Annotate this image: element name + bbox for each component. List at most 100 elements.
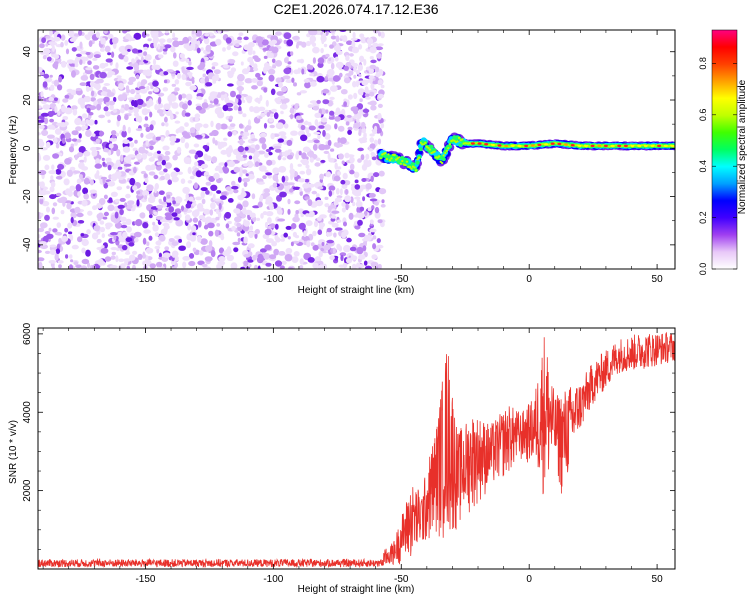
spectrogram-noise-cell	[40, 188, 47, 196]
spectrogram-noise-cell	[137, 49, 143, 53]
spectrogram-noise-cell	[79, 59, 83, 65]
spectrogram-noise-cell	[62, 116, 69, 121]
spectrogram-noise-cell	[94, 163, 103, 169]
spectrogram-noise-cell	[74, 141, 78, 146]
spectrogram-noise-cell	[170, 46, 176, 53]
spectrogram-noise-cell	[249, 212, 256, 218]
spectrogram-signal-cell	[414, 169, 418, 172]
spectrogram-noise-cell	[345, 257, 353, 264]
spectrogram-signal-cell	[427, 146, 430, 149]
spectrogram-noise-cell	[195, 103, 202, 107]
spectrogram-noise-cell	[133, 231, 142, 238]
spectrogram-noise-cell	[80, 166, 89, 171]
spectrogram-noise-cell	[269, 254, 277, 260]
spectrogram-peak-cell	[537, 143, 542, 147]
spectrogram-noise-cell	[123, 155, 132, 163]
spectrogram-noise-cell	[120, 216, 127, 222]
spectrogram-noise-cell	[266, 159, 273, 166]
spectrogram-noise-cell	[121, 130, 127, 138]
spectrogram-noise-cell	[291, 223, 297, 230]
spectrogram-noise-cell	[356, 262, 361, 269]
spectrogram-noise-cell	[287, 182, 295, 186]
spectrogram-noise-cell	[156, 109, 164, 114]
spectrogram-noise-cell	[150, 30, 156, 36]
spectrogram-noise-cell	[218, 145, 222, 150]
spectrogram-noise-cell	[88, 111, 94, 116]
spectrogram-noise-cell	[146, 241, 150, 246]
spectrogram-noise-cell	[42, 154, 51, 161]
spectrogram-noise-cell	[210, 184, 218, 191]
spectrogram-noise-cell	[339, 188, 343, 196]
spectrogram-noise-cell	[181, 66, 185, 74]
spectrogram-noise-cell	[299, 265, 304, 269]
spectrogram-noise-cell	[38, 153, 41, 161]
x-tick-label: -100	[263, 274, 283, 285]
spectrogram-signal-cell	[404, 164, 407, 167]
spectrogram-signal-cell	[453, 139, 456, 142]
spectrogram-noise-cell	[180, 205, 185, 211]
spectrogram-noise-cell	[82, 113, 88, 119]
spectrogram-noise-cell	[299, 90, 308, 94]
spectrogram-noise-cell	[300, 124, 306, 131]
spectrogram-noise-cell	[102, 216, 108, 220]
spectrogram-noise-cell	[283, 32, 292, 40]
spectrogram-noise-cell	[361, 121, 366, 129]
spectrogram-noise-cell	[92, 57, 98, 62]
spectrogram-noise-cell	[302, 183, 310, 189]
spectrogram-noise-cell	[40, 91, 44, 98]
spectrogram-noise-cell	[126, 66, 134, 70]
spectrogram-noise-cell	[330, 217, 336, 222]
spectrogram-noise-cell	[287, 236, 291, 240]
spectrogram-noise-cell	[51, 265, 56, 269]
spectrogram-noise-cell	[139, 61, 145, 65]
spectrogram-noise-cell	[79, 82, 87, 86]
spectrogram-noise-cell	[207, 222, 215, 229]
spectrogram-noise-cell	[285, 225, 292, 230]
spectrogram-noise-cell	[370, 83, 375, 90]
spectrogram-noise-cell	[251, 85, 258, 90]
spectrogram-noise-cell	[156, 161, 162, 166]
spectrogram-noise-cell	[380, 31, 385, 39]
spectrogram-noise-cell	[185, 58, 190, 63]
spectrogram-noise-cell	[258, 165, 267, 172]
spectrogram-noise-cell	[357, 158, 362, 163]
x-tick-label: 50	[652, 274, 664, 285]
spectrogram-noise-cell	[237, 176, 242, 183]
spectrogram-noise-cell	[274, 260, 283, 267]
spectrogram-noise-cell	[172, 40, 180, 48]
spectrogram-noise-cell	[48, 96, 54, 102]
spectrogram-noise-cell	[152, 134, 156, 142]
spectrogram-noise-cell	[164, 116, 168, 123]
spectrogram-noise-cell	[143, 229, 151, 234]
spectrogram-noise-cell	[304, 178, 310, 183]
spectrogram-noise-cell	[215, 208, 220, 215]
spectrogram-noise-cell	[249, 225, 254, 231]
spectrogram-noise-cell	[127, 81, 134, 85]
spectrogram-noise-cell	[188, 196, 194, 202]
spectrogram-noise-cell	[335, 61, 344, 69]
spectrogram-noise-cell	[127, 48, 131, 52]
spectrogram-noise-cell	[272, 182, 278, 188]
spectrogram-peak-cell	[497, 144, 502, 147]
spectrogram-noise-cell	[156, 248, 160, 254]
spectrogram-noise-cell	[271, 108, 277, 113]
spectrogram-noise-cell	[312, 144, 318, 151]
spectrogram-frame	[37, 29, 676, 270]
spectrogram-noise-cell	[110, 191, 118, 197]
spectrogram-noise-cell	[52, 228, 58, 233]
spectrogram-noise-cell	[172, 200, 176, 205]
spectrogram-noise-cell	[69, 185, 76, 191]
spectrogram-noise-cell	[284, 187, 290, 192]
spectrogram-noise-cell	[38, 132, 42, 136]
spectrogram-noise-cell	[180, 178, 186, 184]
spectrogram-noise-cell	[276, 91, 284, 96]
spectrogram-noise-cell	[188, 253, 195, 259]
spectrogram-noise-cell	[380, 204, 386, 208]
spectrogram-noise-cell	[147, 38, 152, 42]
spectrogram-noise-cell	[160, 39, 164, 48]
spectrogram-noise-cell	[215, 38, 222, 46]
spectrogram-noise-cell	[290, 130, 298, 136]
spectrogram-noise-cell	[156, 204, 164, 209]
spectrogram-noise-cell	[231, 180, 236, 187]
chart-title: C2E1.2026.074.17.12.E36	[273, 1, 438, 17]
